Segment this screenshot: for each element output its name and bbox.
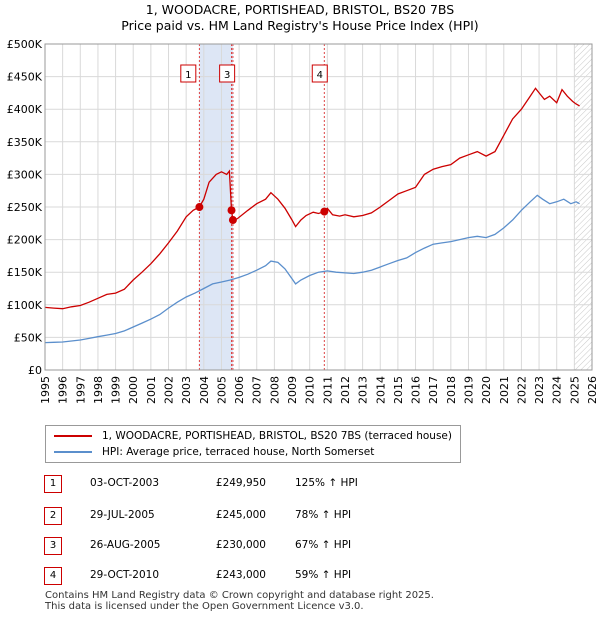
x-tick-label: 2018 bbox=[445, 376, 458, 404]
plot-border bbox=[44, 43, 593, 371]
x-tick-label: 2002 bbox=[163, 376, 176, 404]
sale-marker-label: 1 bbox=[185, 70, 191, 81]
sale-marker-box bbox=[180, 64, 197, 83]
chart-subtitle: Price paid vs. HM Land Registry's House … bbox=[121, 18, 479, 33]
sale-price: £230,000 bbox=[215, 539, 266, 551]
legend-item-hpi: HPI: Average price, terraced house, Nort… bbox=[54, 446, 374, 458]
x-tick-label: 1999 bbox=[110, 376, 123, 404]
sale-price: £243,000 bbox=[215, 569, 266, 581]
sale-hpi-change: 78% ↑ HPI bbox=[295, 509, 352, 521]
sale-date: 29-JUL-2005 bbox=[90, 509, 155, 521]
x-tick-label: 2006 bbox=[233, 376, 246, 404]
x-tick-label: 1995 bbox=[39, 376, 52, 404]
series-line-hpi bbox=[44, 194, 580, 344]
x-tick-label: 2007 bbox=[251, 376, 264, 404]
x-tick-label: 2011 bbox=[321, 376, 334, 404]
legend-label-hpi: HPI: Average price, terraced house, Nort… bbox=[102, 446, 375, 458]
sale-hpi-change: 67% ↑ HPI bbox=[295, 539, 352, 551]
y-tick-label: £450K bbox=[7, 71, 43, 84]
sale-number-badge: 1 bbox=[44, 475, 62, 493]
sale-row: 3 26-AUG-2005 £230,000 67% ↑ HPI bbox=[40, 537, 560, 555]
x-tick-label: 2004 bbox=[198, 376, 211, 404]
sale-number-badge: 3 bbox=[44, 537, 62, 555]
x-tick-label: 2010 bbox=[304, 376, 317, 404]
x-tick-label: 2024 bbox=[551, 376, 564, 404]
x-tick-label: 2001 bbox=[145, 376, 158, 404]
x-tick-label: 2013 bbox=[357, 376, 370, 404]
y-tick-label: £50K bbox=[14, 331, 43, 344]
x-tick-label: 2019 bbox=[462, 376, 475, 404]
sale-hpi-change: 125% ↑ HPI bbox=[295, 477, 358, 489]
y-tick-label: £150K bbox=[7, 266, 43, 279]
sale-row: 2 29-JUL-2005 £245,000 78% ↑ HPI bbox=[40, 507, 560, 525]
sale-marker-label: 3 bbox=[224, 70, 230, 81]
sale-marker-box bbox=[311, 64, 328, 83]
footer-licence: This data is licensed under the Open Gov… bbox=[45, 601, 364, 612]
y-tick-label: £400K bbox=[7, 103, 43, 116]
x-tick-label: 2020 bbox=[480, 376, 493, 404]
y-tick-label: £0 bbox=[28, 364, 42, 377]
sale-point bbox=[320, 207, 329, 216]
x-tick-label: 1997 bbox=[74, 376, 87, 404]
x-tick-label: 2008 bbox=[268, 376, 281, 404]
y-tick-label: £300K bbox=[7, 168, 43, 181]
footer-copyright: Contains HM Land Registry data © Crown c… bbox=[45, 590, 434, 601]
x-tick-label: 2017 bbox=[427, 376, 440, 404]
x-tick-label: 2009 bbox=[286, 376, 299, 404]
x-tick-label: 2022 bbox=[515, 376, 528, 404]
legend-swatch-property bbox=[54, 435, 92, 437]
x-tick-label: 1996 bbox=[57, 376, 70, 404]
sale-point bbox=[195, 203, 204, 212]
x-tick-label: 2005 bbox=[215, 376, 228, 404]
sale-date: 29-OCT-2010 bbox=[90, 569, 159, 581]
sale-price: £245,000 bbox=[215, 509, 266, 521]
x-tick-label: 2000 bbox=[127, 376, 140, 404]
sale-row: 1 03-OCT-2003 £249,950 125% ↑ HPI bbox=[40, 475, 560, 493]
x-tick-label: 2016 bbox=[410, 376, 423, 404]
legend-swatch-hpi bbox=[54, 451, 92, 453]
x-tick-label: 1998 bbox=[92, 376, 105, 404]
x-tick-label: 2026 bbox=[586, 376, 599, 404]
x-tick-label: 2023 bbox=[533, 376, 546, 404]
x-tick-label: 2015 bbox=[392, 376, 405, 404]
x-tick-label: 2003 bbox=[180, 376, 193, 404]
legend-item-property: 1, WOODACRE, PORTISHEAD, BRISTOL, BS20 7… bbox=[54, 430, 452, 442]
sale-point bbox=[228, 216, 237, 225]
chart-legend: 1, WOODACRE, PORTISHEAD, BRISTOL, BS20 7… bbox=[45, 425, 461, 463]
y-tick-label: £350K bbox=[7, 136, 43, 149]
chart-title: 1, WOODACRE, PORTISHEAD, BRISTOL, BS20 7… bbox=[145, 2, 455, 17]
y-tick-label: £250K bbox=[7, 201, 43, 214]
legend-label-property: 1, WOODACRE, PORTISHEAD, BRISTOL, BS20 7… bbox=[102, 430, 452, 442]
sale-date: 03-OCT-2003 bbox=[90, 477, 159, 489]
sale-price: £249,950 bbox=[215, 477, 266, 489]
y-tick-label: £200K bbox=[7, 234, 43, 247]
x-tick-label: 2025 bbox=[568, 376, 581, 404]
sale-point bbox=[227, 206, 236, 215]
y-tick-label: £500K bbox=[7, 38, 43, 51]
x-tick-label: 2021 bbox=[498, 376, 511, 404]
sale-row: 4 29-OCT-2010 £243,000 59% ↑ HPI bbox=[40, 567, 560, 585]
sale-number-badge: 4 bbox=[44, 567, 62, 585]
x-tick-label: 2012 bbox=[339, 376, 352, 404]
sale-marker-box bbox=[219, 64, 236, 83]
sale-marker-label: 4 bbox=[317, 70, 323, 81]
y-tick-label: £100K bbox=[7, 299, 43, 312]
x-tick-label: 2014 bbox=[374, 376, 387, 404]
sale-hpi-change: 59% ↑ HPI bbox=[295, 569, 352, 581]
price-chart: £0 £50K £100K £150K £200K £250K £300K £350K £400… bbox=[7, 38, 599, 404]
sale-number-badge: 2 bbox=[44, 507, 62, 525]
sale-date: 26-AUG-2005 bbox=[90, 539, 161, 551]
series-line-property bbox=[44, 87, 580, 310]
